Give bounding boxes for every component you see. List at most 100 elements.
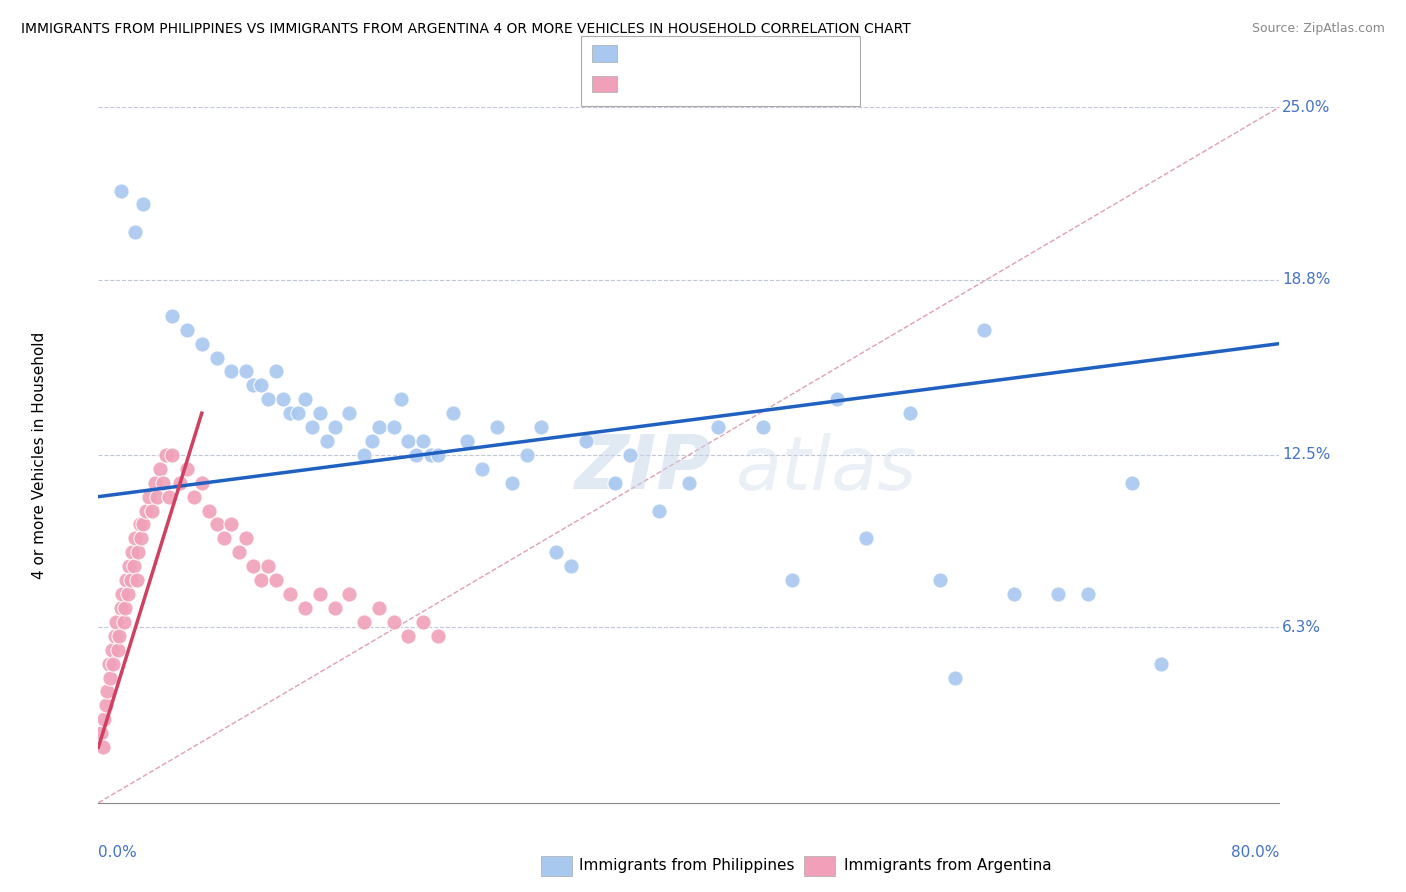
Point [309, 406, 332, 420]
Point [124, 532, 146, 546]
Point [605, 475, 627, 490]
Point [98, 671, 121, 685]
Point [191, 475, 214, 490]
Text: 0.0%: 0.0% [98, 845, 138, 860]
Point [122, 559, 145, 574]
Point [337, 587, 360, 601]
Point [368, 601, 391, 615]
Point [486, 420, 509, 434]
Point [162, 309, 183, 323]
Point [648, 503, 671, 517]
Text: 18.8%: 18.8% [1282, 272, 1330, 287]
Point [427, 448, 450, 462]
Point [138, 490, 160, 504]
Point [782, 573, 804, 587]
Point [127, 545, 149, 559]
Point [419, 448, 441, 462]
Point [360, 434, 382, 448]
Point [129, 532, 152, 546]
Point [191, 336, 214, 351]
Point [219, 364, 243, 378]
Point [90, 726, 112, 740]
Point [152, 475, 174, 490]
Point [219, 517, 243, 532]
Point [143, 475, 166, 490]
Point [104, 629, 127, 643]
Point [128, 517, 150, 532]
Point [183, 490, 205, 504]
Point [242, 559, 264, 574]
Point [228, 545, 250, 559]
Point [132, 517, 155, 532]
Point [943, 671, 966, 685]
Point [353, 448, 375, 462]
Point [751, 420, 773, 434]
Point [108, 629, 131, 643]
Point [294, 601, 316, 615]
Point [157, 490, 180, 504]
Point [900, 406, 922, 420]
Point [516, 448, 538, 462]
Point [205, 351, 228, 365]
Point [678, 475, 700, 490]
Point [169, 475, 191, 490]
Point [112, 615, 135, 629]
Point [287, 406, 309, 420]
Text: R =  0.142   N = 60: R = 0.142 N = 60 [626, 46, 775, 61]
Point [242, 378, 264, 392]
Point [264, 573, 287, 587]
Point [278, 406, 302, 420]
Point [96, 684, 118, 698]
Point [825, 392, 848, 407]
Point [250, 573, 273, 587]
Point [441, 406, 464, 420]
Point [707, 420, 730, 434]
Point [427, 629, 450, 643]
Point [501, 475, 523, 490]
Point [141, 503, 163, 517]
Text: 4 or more Vehicles in Household: 4 or more Vehicles in Household [32, 331, 46, 579]
Point [110, 601, 132, 615]
Text: IMMIGRANTS FROM PHILIPPINES VS IMMIGRANTS FROM ARGENTINA 4 OR MORE VEHICLES IN H: IMMIGRANTS FROM PHILIPPINES VS IMMIGRANT… [21, 22, 911, 37]
Point [353, 615, 375, 629]
Point [1077, 587, 1099, 601]
Point [205, 517, 228, 532]
Point [389, 392, 412, 407]
Point [560, 559, 582, 574]
Text: Source: ZipAtlas.com: Source: ZipAtlas.com [1251, 22, 1385, 36]
Text: 80.0%: 80.0% [1232, 845, 1279, 860]
Point [337, 406, 360, 420]
Point [323, 601, 346, 615]
Point [105, 615, 128, 629]
Point [212, 532, 235, 546]
Text: atlas: atlas [737, 433, 918, 505]
Point [1121, 475, 1143, 490]
Point [316, 434, 339, 448]
Point [301, 420, 323, 434]
Point [396, 629, 419, 643]
Point [412, 615, 434, 629]
Point [115, 573, 138, 587]
Point [235, 364, 257, 378]
Text: R =  0.209   N = 64: R = 0.209 N = 64 [626, 77, 775, 91]
Text: 25.0%: 25.0% [1282, 100, 1330, 114]
Point [135, 503, 157, 517]
Point [111, 587, 134, 601]
Point [114, 601, 136, 615]
Point [471, 462, 494, 476]
Point [125, 573, 148, 587]
Point [91, 740, 114, 755]
Point [198, 503, 221, 517]
Text: Immigrants from Argentina: Immigrants from Argentina [844, 858, 1052, 872]
Point [368, 420, 391, 434]
Point [149, 462, 172, 476]
Point [1046, 587, 1069, 601]
Point [546, 545, 568, 559]
Point [456, 434, 478, 448]
Point [132, 197, 155, 211]
Point [103, 657, 125, 671]
Point [294, 392, 316, 407]
Point [396, 434, 419, 448]
Point [530, 420, 553, 434]
Point [855, 532, 877, 546]
